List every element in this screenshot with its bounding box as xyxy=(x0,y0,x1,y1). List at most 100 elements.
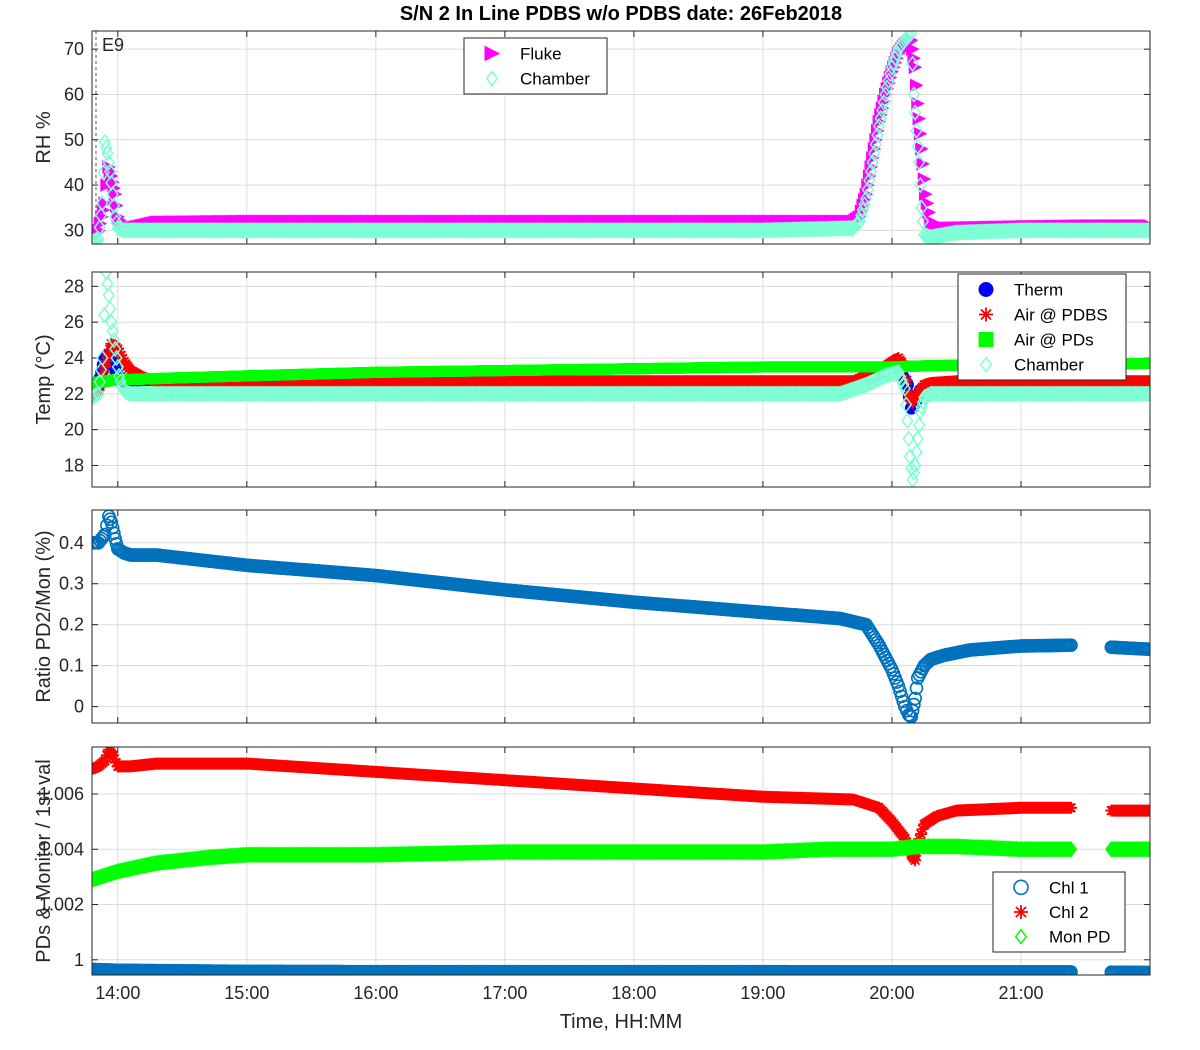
plot-marks xyxy=(92,31,1150,244)
data-point xyxy=(920,196,935,211)
data-point-shape xyxy=(916,213,930,230)
data-point-shape xyxy=(911,138,924,155)
data-point-shape xyxy=(92,231,105,244)
data-point xyxy=(1140,222,1150,239)
data-point-shape xyxy=(1140,222,1150,239)
data-point xyxy=(864,163,878,180)
plot-frame xyxy=(91,30,1151,245)
data-point-shape xyxy=(920,196,935,211)
data-point xyxy=(912,154,926,171)
y-tick-label: 28 xyxy=(64,276,84,296)
legend-marker-shape xyxy=(485,70,499,87)
data-point-shape xyxy=(906,42,920,56)
data-point xyxy=(102,154,115,171)
data-point-shape xyxy=(905,31,918,42)
data-point-shape xyxy=(910,122,923,139)
y-tick-label: 24 xyxy=(64,348,84,368)
data-point xyxy=(906,42,920,56)
data-point-shape xyxy=(871,126,884,144)
data-point-shape xyxy=(859,190,873,207)
y-tick-label: 18 xyxy=(64,456,84,476)
data-point-shape xyxy=(92,232,102,244)
data-point-shape xyxy=(101,145,114,162)
data-point-shape xyxy=(97,164,110,181)
data-point xyxy=(96,194,109,212)
data-point xyxy=(911,138,924,155)
data-point xyxy=(94,207,108,224)
legend: Fluke Chamber xyxy=(463,37,608,95)
data-point xyxy=(92,231,105,244)
data-point xyxy=(843,219,857,237)
data-point-shape xyxy=(907,86,921,103)
data-point xyxy=(100,139,113,156)
data-point xyxy=(907,86,921,103)
y-tick-label: 22 xyxy=(64,384,84,404)
data-point xyxy=(914,176,927,194)
data-point xyxy=(871,126,884,144)
legend-box xyxy=(463,37,608,95)
y-axis-label: RH % xyxy=(33,111,55,163)
legend-entry-label: Chamber xyxy=(520,70,590,89)
data-point-shape xyxy=(1143,222,1150,239)
plot-area xyxy=(92,31,1150,244)
series-chamber xyxy=(92,31,1150,244)
data-point xyxy=(863,172,876,189)
data-point xyxy=(97,164,110,181)
data-point-shape xyxy=(918,187,933,201)
data-point-shape xyxy=(1142,222,1150,239)
data-point xyxy=(918,187,933,201)
data-point xyxy=(905,31,918,42)
data-point xyxy=(906,55,919,73)
data-point-shape xyxy=(866,154,879,171)
y-tick-label: 60 xyxy=(64,84,84,104)
data-point xyxy=(908,104,922,121)
legend-marker xyxy=(484,45,501,62)
y-tick-label: 70 xyxy=(64,39,84,59)
data-point-shape xyxy=(102,154,115,171)
data-point-shape xyxy=(908,104,922,121)
data-point xyxy=(869,136,883,153)
data-point xyxy=(861,181,874,198)
data-point xyxy=(1143,222,1150,239)
legend-marker xyxy=(485,70,499,87)
data-point-shape xyxy=(863,172,876,189)
data-point-shape xyxy=(864,163,878,180)
legend-entry-label: Fluke xyxy=(520,45,562,64)
y-tick-label: 50 xyxy=(64,130,84,150)
panel-annotation: E9 xyxy=(102,35,124,55)
data-point xyxy=(93,219,106,236)
data-point-shape xyxy=(906,55,919,73)
data-point xyxy=(910,122,923,139)
y-tick-label: 26 xyxy=(64,312,84,332)
data-point xyxy=(92,233,99,244)
data-point-shape xyxy=(843,219,857,237)
data-point-shape xyxy=(861,181,874,198)
data-point-shape xyxy=(94,207,108,224)
data-point xyxy=(866,154,879,171)
data-point-shape xyxy=(915,199,928,216)
data-point-shape xyxy=(92,233,99,244)
data-point xyxy=(916,213,930,230)
data-point xyxy=(92,231,104,244)
data-point-shape xyxy=(869,136,883,153)
figure-title: S/N 2 In Line PDBS w/o PDBS date: 26Feb2… xyxy=(400,3,842,25)
data-point xyxy=(92,232,102,244)
data-point-shape xyxy=(868,145,881,162)
data-point-shape xyxy=(92,231,104,244)
data-point xyxy=(890,45,903,62)
data-point xyxy=(1139,222,1150,239)
plot-marks xyxy=(92,272,1150,487)
legend-marker-shape xyxy=(484,45,501,62)
y-axis-label: Temp (°C) xyxy=(33,334,55,424)
y-tick-label: 30 xyxy=(64,220,84,240)
data-point-shape xyxy=(93,219,106,236)
data-point-shape xyxy=(912,154,926,171)
data-point-shape xyxy=(100,139,113,156)
data-point-shape xyxy=(914,176,927,194)
data-point xyxy=(915,199,928,216)
data-point-shape xyxy=(92,232,100,244)
data-point xyxy=(859,190,873,207)
